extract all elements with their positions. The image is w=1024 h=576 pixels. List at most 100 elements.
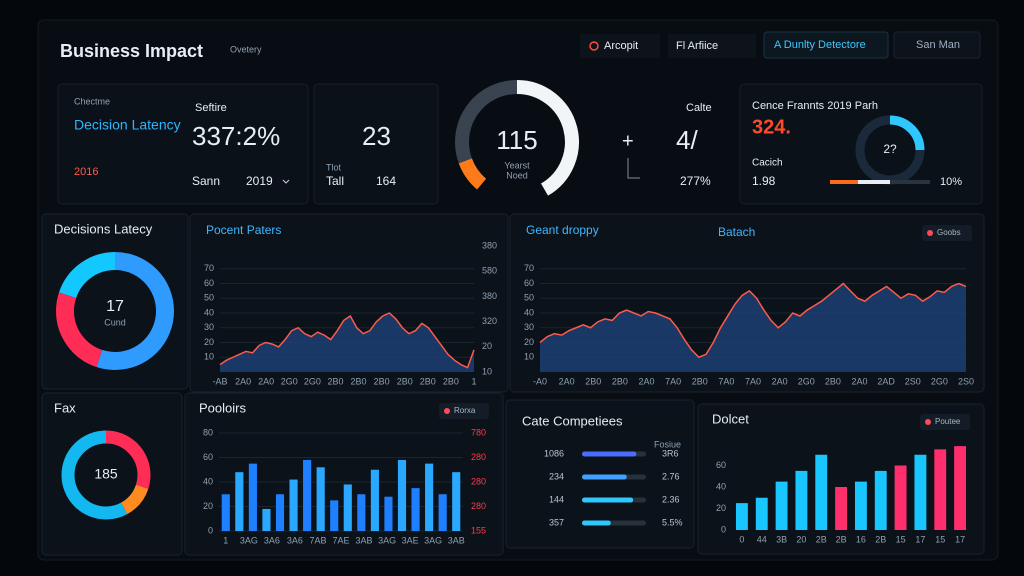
kpi-value: 23 (362, 121, 391, 151)
button[interactable] (668, 34, 756, 58)
bar (235, 472, 244, 531)
kpi-year: 2016 (74, 166, 98, 178)
panel-title: Fax (54, 400, 76, 415)
x-tick-label: 2B0 (692, 376, 708, 386)
bar (411, 488, 420, 531)
badge-dot (444, 408, 450, 414)
kpi-sign: + (622, 130, 634, 152)
button[interactable] (893, 31, 981, 59)
button[interactable] (580, 34, 660, 58)
row-value: 2.76 (662, 471, 680, 481)
bar (874, 470, 887, 530)
x-tick-label: 2G0 (304, 376, 321, 386)
right-axis-label: 155 (471, 525, 486, 535)
bar (303, 459, 312, 531)
panel-title: Decisions Latecy (54, 221, 153, 236)
x-tick-label: 3B (776, 534, 787, 544)
x-tick-label: 2S0 (958, 376, 974, 386)
kpi-footer: 277% (680, 174, 711, 188)
kpi-label: Cacich (752, 158, 783, 169)
toolbar: Arcopit Fl Arfiice A Dunlty Detectore Sa… (580, 31, 981, 59)
kpi-footer: 10% (940, 176, 962, 188)
kpi-title: Decision Latency (74, 117, 181, 133)
x-tick-label: 2G0 (931, 376, 948, 386)
row-value: 3R6 (662, 448, 679, 458)
area-fill (220, 313, 474, 372)
y-tick-label: 30 (204, 322, 214, 332)
bar (384, 496, 393, 531)
badge (922, 225, 972, 241)
panel-title: Dolcet (712, 411, 749, 426)
bar (954, 446, 967, 530)
row-label: 234 (549, 471, 564, 481)
bar (330, 500, 339, 531)
gauge-caption: Yearst (504, 160, 530, 170)
y-tick-label: 20 (204, 337, 214, 347)
kpi-value: 324. (752, 116, 791, 138)
x-tick-label: 1 (471, 376, 476, 386)
y-tick-label: 10 (524, 352, 534, 362)
x-tick-label: 2G0 (281, 376, 298, 386)
x-tick-label: 2A0 (772, 376, 788, 386)
bar (815, 454, 828, 530)
button[interactable] (763, 31, 889, 59)
y-tick-label: 60 (203, 452, 213, 462)
badge (920, 414, 970, 430)
x-tick-label: 16 (856, 534, 866, 544)
x-tick-label: 3AG (378, 535, 396, 545)
area-fill (540, 283, 966, 372)
y-tick-label: 40 (204, 307, 214, 317)
bar (582, 520, 611, 526)
y-tick-label: 70 (524, 263, 534, 273)
gauge-sub: Noed (506, 170, 528, 180)
right-axis-label: 280 (471, 476, 486, 486)
x-tick-label: 3AB (448, 535, 465, 545)
panel-title: Pooloirs (199, 400, 246, 415)
x-tick-label: 2A0 (258, 376, 274, 386)
x-tick-label: 2B0 (585, 376, 601, 386)
bar (835, 487, 848, 530)
mini-donut-value: 2? (883, 142, 897, 156)
bar (262, 508, 271, 531)
x-tick-label: 2B0 (443, 376, 459, 386)
pie-segment (56, 252, 174, 370)
x-tick-label: 2S0 (905, 376, 921, 386)
chevron (282, 179, 290, 184)
y-tick-label: 40 (716, 481, 726, 491)
x-tick-label: 2B0 (420, 376, 436, 386)
y-tick-label: 50 (204, 293, 214, 303)
kpi-label: Calte (686, 102, 712, 114)
bar (755, 497, 768, 530)
panel-title: Cate Competiees (522, 413, 623, 428)
x-tick-label: 2B0 (374, 376, 390, 386)
y-tick-label: 20 (716, 503, 726, 513)
badge-label: Goobs (937, 228, 961, 237)
x-tick-label: 2A0 (638, 376, 654, 386)
bar (425, 463, 434, 531)
y-tick-label: 80 (203, 427, 213, 437)
bar (795, 470, 808, 530)
panel (697, 403, 985, 555)
kpi-footer: 164 (376, 174, 396, 188)
right-axis-label: 280 (471, 452, 486, 462)
center-label: Cund (104, 317, 126, 327)
x-tick-label: 3A6 (264, 535, 280, 545)
right-axis-label: 10 (482, 366, 492, 376)
row-label: 357 (549, 517, 564, 527)
right-axis-label: 380 (482, 240, 497, 250)
x-tick-label: 2B (836, 534, 847, 544)
right-axis-label: 280 (471, 501, 486, 511)
center-value: 17 (106, 298, 124, 315)
gauge-arc (516, 80, 579, 196)
area-line (539, 282, 967, 359)
panel (505, 399, 695, 549)
right-axis-label: 580 (482, 266, 497, 276)
bar (735, 503, 748, 530)
x-tick-label: 2G0 (798, 376, 815, 386)
mini-donut-arc (889, 115, 925, 151)
bar (854, 481, 867, 530)
bar (248, 463, 257, 531)
kpi-footer: 2019 (246, 174, 273, 188)
caption: Tlot (326, 162, 342, 172)
gauge-value: 115 (496, 125, 537, 155)
